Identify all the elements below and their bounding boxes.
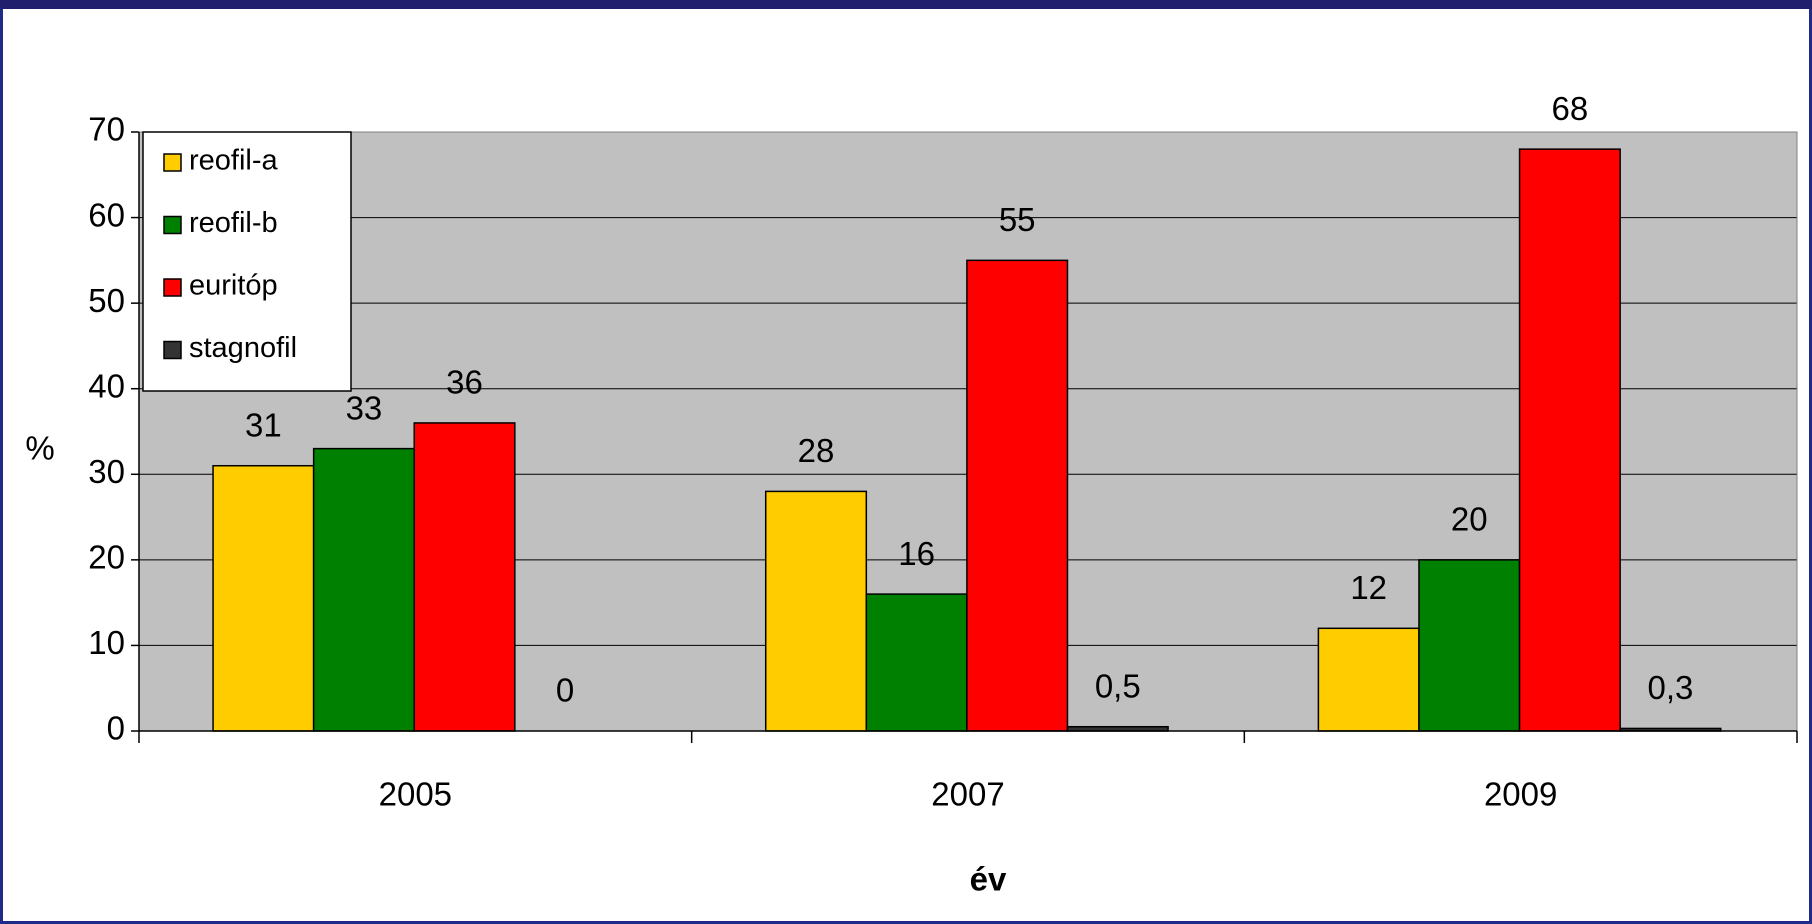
data-label: 20 — [1451, 501, 1488, 538]
data-label: 12 — [1350, 569, 1387, 606]
bar — [413, 422, 516, 732]
bar — [1317, 627, 1420, 732]
y-tick-label: 30 — [88, 453, 125, 490]
y-tick-label: 50 — [88, 282, 125, 319]
data-label: 55 — [999, 201, 1036, 238]
data-label: 16 — [898, 535, 935, 572]
data-label: 68 — [1551, 90, 1588, 127]
y-tick-label: 10 — [88, 624, 125, 661]
x-tick-label: 2009 — [1484, 776, 1557, 813]
x-tick-label: 2005 — [379, 776, 452, 813]
bar — [966, 259, 1069, 732]
y-tick-label: 60 — [88, 196, 125, 233]
y-tick-label: 0 — [107, 710, 125, 747]
x-tick-label: 2007 — [931, 776, 1004, 813]
bar — [212, 464, 315, 732]
legend-swatch — [163, 278, 182, 297]
legend-swatch — [163, 153, 182, 172]
data-label: 0,3 — [1648, 669, 1694, 706]
bar — [312, 447, 415, 732]
x-axis-label: év — [970, 861, 1007, 898]
top-bar — [0, 0, 1812, 9]
legend-label: stagnofil — [189, 332, 297, 364]
data-label: 36 — [446, 364, 483, 401]
legend-label: reofil-b — [189, 207, 278, 239]
bar — [1418, 559, 1521, 732]
legend-swatch — [163, 215, 182, 235]
bar — [865, 593, 968, 732]
legend-swatch — [163, 340, 182, 360]
data-label: 0 — [556, 672, 574, 709]
y-axis-label: % — [25, 430, 54, 467]
y-tick-label: 70 — [88, 111, 125, 148]
bar — [764, 490, 868, 732]
legend-label: reofil-a — [189, 145, 279, 177]
data-label: 31 — [245, 406, 282, 443]
y-tick-label: 20 — [88, 539, 125, 576]
data-label: 28 — [798, 432, 835, 469]
data-label: 0,5 — [1095, 667, 1141, 704]
data-label: 33 — [346, 389, 383, 426]
bar — [1518, 148, 1621, 732]
legend-label: euritóp — [189, 270, 278, 302]
y-tick-label: 40 — [88, 367, 125, 404]
